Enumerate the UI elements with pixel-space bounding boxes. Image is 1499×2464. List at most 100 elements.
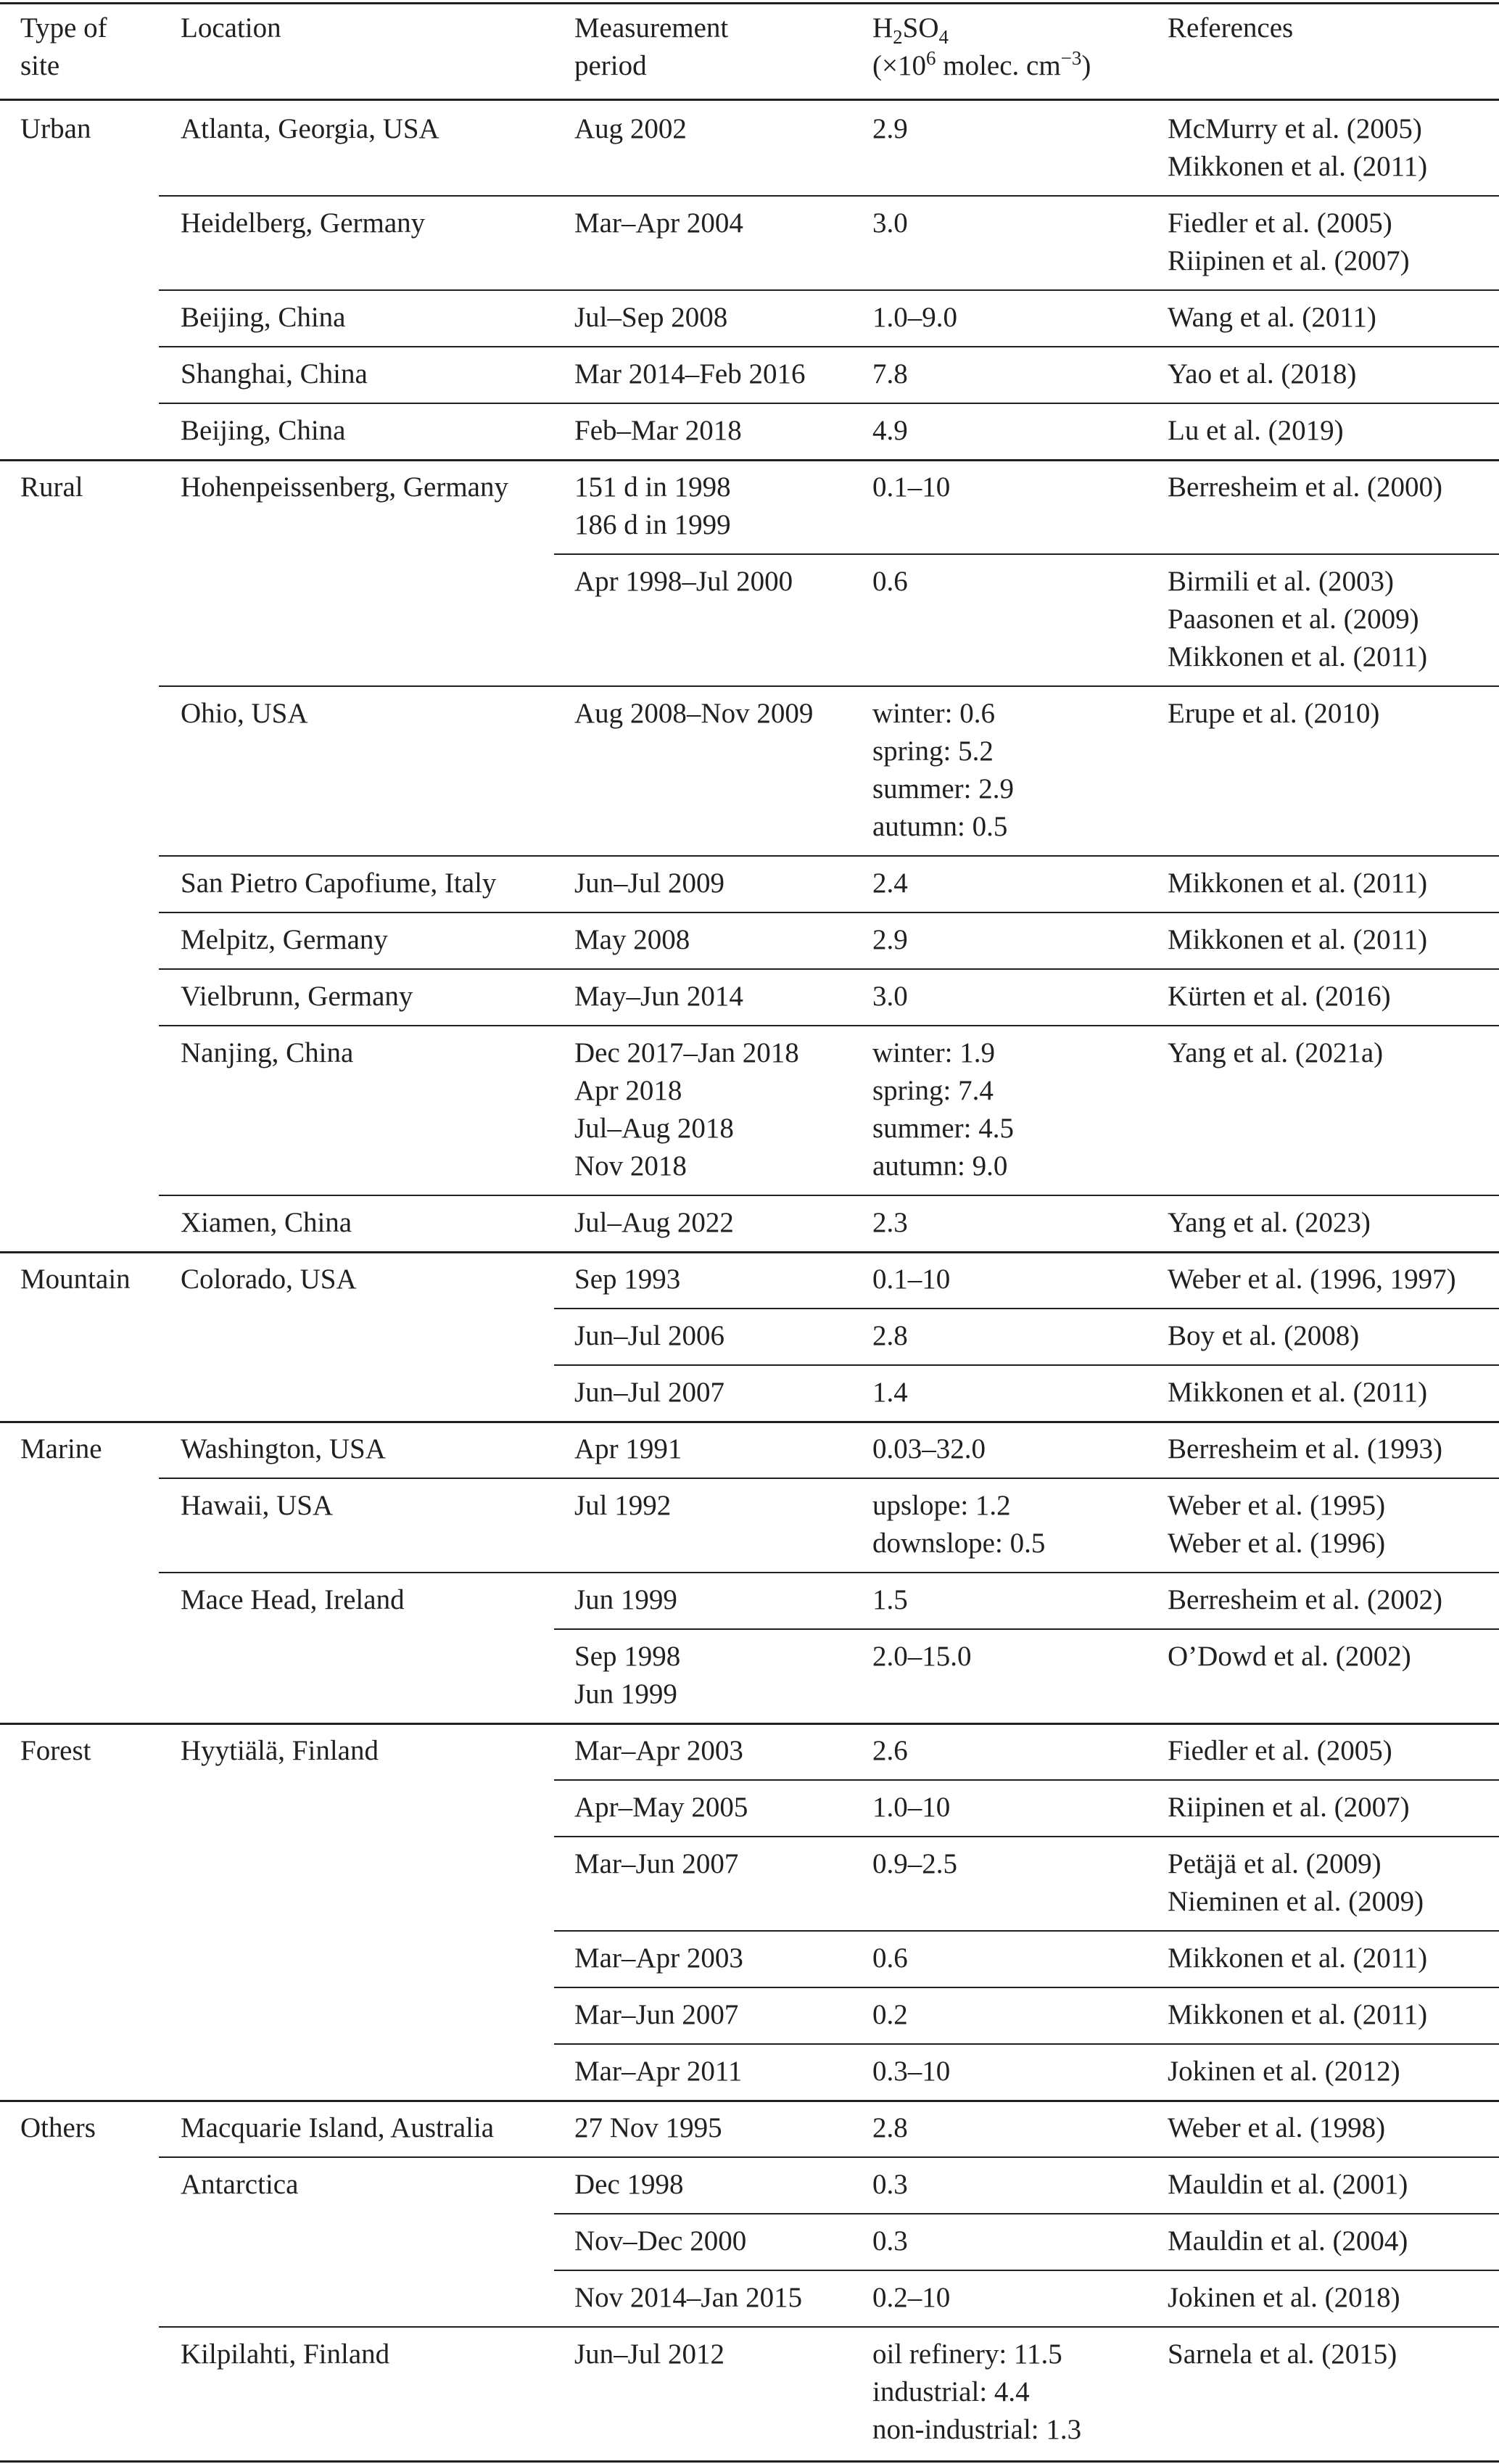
- references-cell-line: Mikkonen et al. (2011): [1168, 1942, 1428, 1974]
- table-row: Mar–Jun 2007 0.2 Mikkonen et al. (2011): [0, 1987, 1499, 2043]
- header-text: 2: [893, 25, 903, 48]
- h2so4-cell: upslope: 1.2 downslope: 0.5: [872, 1487, 1045, 1562]
- h2so4-cell-line: 0.3: [872, 2169, 908, 2200]
- h2so4-cell-line: 2.6: [872, 1735, 908, 1766]
- table-row: Mar–Jun 2007 0.9–2.5 Petäjä et al. (2009) N…: [0, 1836, 1499, 1930]
- table-row: San Pietro Capofiume, Italy Jun–Jul 2009 2…: [0, 855, 1499, 912]
- table-row: Vielbrunn, Germany May–Jun 2014 3.0 Kürten …: [0, 968, 1499, 1025]
- location-cell: Ohio, USA: [181, 698, 308, 729]
- location-cell: Hawaii, USA: [181, 1490, 334, 1521]
- period-cell-line: 186 d in 1999: [574, 509, 731, 540]
- references-cell-line: Mikkonen et al. (2011): [1168, 641, 1428, 672]
- period-cell: Apr 1991: [574, 1430, 682, 1468]
- period-cell: Mar–Apr 2011: [574, 2053, 742, 2090]
- period-cell: Jul–Sep 2008: [574, 299, 727, 337]
- period-cell: Nov 2014–Jan 2015: [574, 2279, 802, 2317]
- period-cell-line: Sep 1998: [574, 1641, 681, 1672]
- table-row: Beijing, China Jul–Sep 2008 1.0–9.0 Wang et…: [0, 289, 1499, 346]
- location-cell: Hyytiälä, Finland: [181, 1735, 379, 1766]
- period-cell-line: Mar–Apr 2003: [574, 1735, 743, 1766]
- h2so4-cell: 0.3–10: [872, 2053, 950, 2090]
- references-cell-line: Mikkonen et al. (2011): [1168, 151, 1428, 182]
- h2so4-cell-line: upslope: 1.2: [872, 1490, 1011, 1521]
- header-text: SO: [902, 12, 939, 44]
- period-cell-line: Apr 1998–Jul 2000: [574, 566, 793, 597]
- h2so4-cell: 0.6: [872, 1940, 908, 1977]
- h2so4-cell-line: 0.03–32.0: [872, 1433, 986, 1464]
- references-cell-line: Paasonen et al. (2009): [1168, 603, 1419, 635]
- row-divider: [0, 2100, 1499, 2102]
- row-divider: [159, 912, 1499, 913]
- header-h2so4: H2SO4 (×106 molec. cm−3): [872, 9, 1091, 85]
- h2so4-cell-line: 3.0: [872, 207, 908, 239]
- row-divider: [554, 1930, 1499, 1932]
- location-cell: Macquarie Island, Australia: [181, 2112, 495, 2143]
- period-cell-line: Mar–Apr 2004: [574, 207, 743, 239]
- table-row: Urban Atlanta, Georgia, USA Aug 2002 2.9 McM…: [0, 101, 1499, 195]
- references-cell-line: Mauldin et al. (2004): [1168, 2225, 1408, 2257]
- period-cell: Aug 2002: [574, 110, 687, 148]
- row-divider: [159, 195, 1499, 197]
- h2so4-cell-line: 1.0–9.0: [872, 302, 957, 333]
- header-text: site: [20, 50, 60, 81]
- table-row: Melpitz, Germany May 2008 2.9 Mikkonen et a…: [0, 912, 1499, 968]
- references-cell: Yao et al. (2018): [1168, 355, 1356, 393]
- h2so4-cell: 2.9: [872, 921, 908, 959]
- row-divider: [159, 1572, 1499, 1573]
- references-cell-line: Mikkonen et al. (2011): [1168, 1999, 1428, 2030]
- row-divider: [159, 346, 1499, 347]
- table-row: Mar–Apr 2011 0.3–10 Jokinen et al. (2012): [0, 2043, 1499, 2100]
- h2so4-cell: 2.6: [872, 1732, 908, 1770]
- references-cell-line: Mikkonen et al. (2011): [1168, 868, 1428, 899]
- references-cell-line: Mikkonen et al. (2011): [1168, 924, 1428, 955]
- location-cell: Hohenpeissenberg, Germany: [181, 471, 508, 503]
- references-cell-line: Erupe et al. (2010): [1168, 698, 1380, 729]
- references-cell: O’Dowd et al. (2002): [1168, 1638, 1411, 1676]
- period-cell-line: Sep 1993: [574, 1264, 681, 1295]
- h2so4-cell: 2.8: [872, 1317, 908, 1355]
- h2so4-cell-line: winter: 0.6: [872, 698, 995, 729]
- h2so4-cell-line: 2.3: [872, 1207, 908, 1238]
- h2so4-cell-line: 0.2: [872, 1999, 908, 2030]
- header-h2so4-unit: (×106 molec. cm−3): [872, 47, 1091, 85]
- period-cell-line: Jun–Jul 2012: [574, 2339, 724, 2370]
- table-row: Xiamen, China Jul–Aug 2022 2.3 Yang et al. …: [0, 1195, 1499, 1251]
- references-cell: Mauldin et al. (2004): [1168, 2222, 1408, 2260]
- h2so4-cell-line: 2.8: [872, 1320, 908, 1351]
- references-cell-line: Berresheim et al. (2002): [1168, 1584, 1443, 1615]
- period-cell-line: Jul 1992: [574, 1490, 672, 1521]
- h2so4-cell: 1.0–9.0: [872, 299, 957, 337]
- header-text: (×10: [872, 50, 926, 81]
- references-cell-line: Yao et al. (2018): [1168, 358, 1357, 390]
- references-cell: Wang et al. (2011): [1168, 299, 1376, 337]
- period-cell: 27 Nov 1995: [574, 2109, 722, 2147]
- row-divider: [159, 1478, 1499, 1479]
- references-cell-line: Riipinen et al. (2007): [1168, 245, 1410, 276]
- period-cell: Apr–May 2005: [574, 1789, 748, 1826]
- h2so4-cell: 2.8: [872, 2109, 908, 2147]
- references-cell: Mikkonen et al. (2011): [1168, 865, 1427, 902]
- period-cell-line: Jul–Aug 2018: [574, 1113, 734, 1144]
- location-cell: Kilpilahti, Finland: [181, 2339, 390, 2370]
- table-header: Type of site Location Measurement period…: [0, 2, 1499, 101]
- table-row: Jun–Jul 2007 1.4 Mikkonen et al. (2011): [0, 1364, 1499, 1421]
- row-divider: [554, 1987, 1499, 1988]
- references-cell-line: O’Dowd et al. (2002): [1168, 1641, 1411, 1672]
- h2so4-cell-line: 7.8: [872, 358, 908, 390]
- references-cell: Birmili et al. (2003) Paasonen et al. (20…: [1168, 563, 1427, 676]
- references-cell-line: Jokinen et al. (2018): [1168, 2282, 1400, 2313]
- h2so4-cell: 3.0: [872, 978, 908, 1015]
- h2so4-cell: 0.3: [872, 2222, 908, 2260]
- references-cell-line: Weber et al. (1996): [1168, 1528, 1386, 1559]
- period-cell-line: May 2008: [574, 924, 690, 955]
- table-row: Nov 2014–Jan 2015 0.2–10 Jokinen et al. (2…: [0, 2270, 1499, 2326]
- table-row: Heidelberg, Germany Mar–Apr 2004 3.0 Fiedle…: [0, 195, 1499, 289]
- references-cell: McMurry et al. (2005) Mikkonen et al. (20…: [1168, 110, 1427, 186]
- h2so4-cell-line: spring: 7.4: [872, 1075, 994, 1106]
- table-row: Mar–Apr 2003 0.6 Mikkonen et al. (2011): [0, 1930, 1499, 1987]
- period-cell-line: Feb–Mar 2018: [574, 415, 742, 446]
- row-divider: [159, 289, 1499, 291]
- site-type-cell: Rural: [20, 471, 83, 503]
- references-cell: Weber et al. (1996, 1997): [1168, 1261, 1456, 1298]
- h2so4-cell-line: 4.9: [872, 415, 908, 446]
